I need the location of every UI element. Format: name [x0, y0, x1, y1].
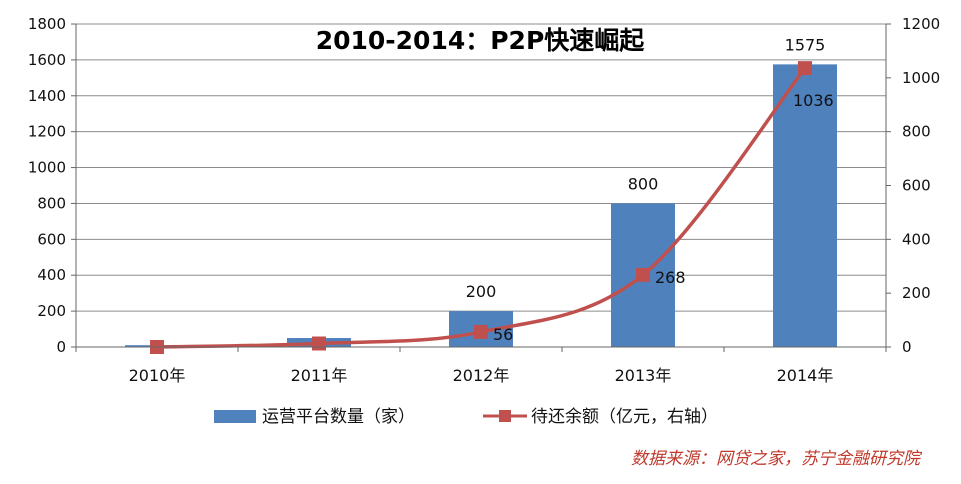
legend-bar-swatch: [214, 410, 256, 423]
legend: 运营平台数量（家） 待还余额（亿元，右轴）: [214, 407, 718, 427]
left-tick-label: 200: [37, 302, 66, 320]
line-marker: [474, 324, 488, 339]
left-tick-label: 1600: [28, 51, 66, 69]
legend-line-label: 待还余额（亿元，右轴）: [531, 407, 718, 427]
right-tick-label: 400: [902, 230, 931, 248]
left-tick-label: 0: [56, 338, 66, 356]
left-tick-label: 400: [37, 266, 66, 284]
right-tick-label: 0: [902, 338, 912, 356]
right-tick-label: 600: [902, 177, 931, 195]
bar: [773, 64, 837, 347]
x-tick-label: 2010年: [129, 366, 186, 385]
left-tick-label: 1800: [28, 15, 66, 33]
left-tick-label: 1400: [28, 87, 66, 105]
line-data-label: 1036: [793, 91, 834, 110]
line-series: [150, 61, 812, 354]
source-note: 数据来源：网贷之家，苏宁金融研究院: [631, 449, 923, 469]
line-data-label: 56: [493, 325, 513, 344]
right-tick-label: 200: [902, 284, 931, 302]
x-tick-label: 2014年: [777, 366, 834, 385]
left-tick-label: 800: [37, 194, 66, 212]
x-tick-label: 2011年: [291, 366, 348, 385]
left-tick-label: 600: [37, 230, 66, 248]
axes: 0 200 400 600 800 1000 1200 1400 1600 1800 0 200 400…: [28, 15, 940, 385]
x-tick-label: 2012年: [453, 366, 510, 385]
right-tick-label: 1000: [902, 69, 940, 87]
x-tick-label: 2013年: [615, 366, 672, 385]
line-marker: [312, 336, 326, 351]
line-data-label: 268: [655, 268, 686, 287]
bar-data-label: 200: [466, 282, 497, 301]
bar-series: [125, 64, 837, 347]
line-marker: [798, 61, 812, 76]
chart-title: 2010-2014：P2P快速崛起: [316, 26, 646, 55]
right-tick-label: 800: [902, 123, 931, 141]
left-tick-label: 1200: [28, 123, 66, 141]
left-tick-label: 1000: [28, 159, 66, 177]
line-path: [156, 67, 807, 349]
bar-data-label: 1575: [785, 35, 826, 54]
right-tick-label: 1200: [902, 15, 940, 33]
bar-data-label: 800: [628, 174, 659, 193]
gridlines: [76, 23, 886, 312]
data-labels: 200 800 1575 56 268 1036: [466, 35, 834, 344]
legend-line-marker: [499, 410, 511, 422]
legend-bar-label: 运营平台数量（家）: [262, 407, 415, 427]
line-marker: [636, 267, 650, 282]
